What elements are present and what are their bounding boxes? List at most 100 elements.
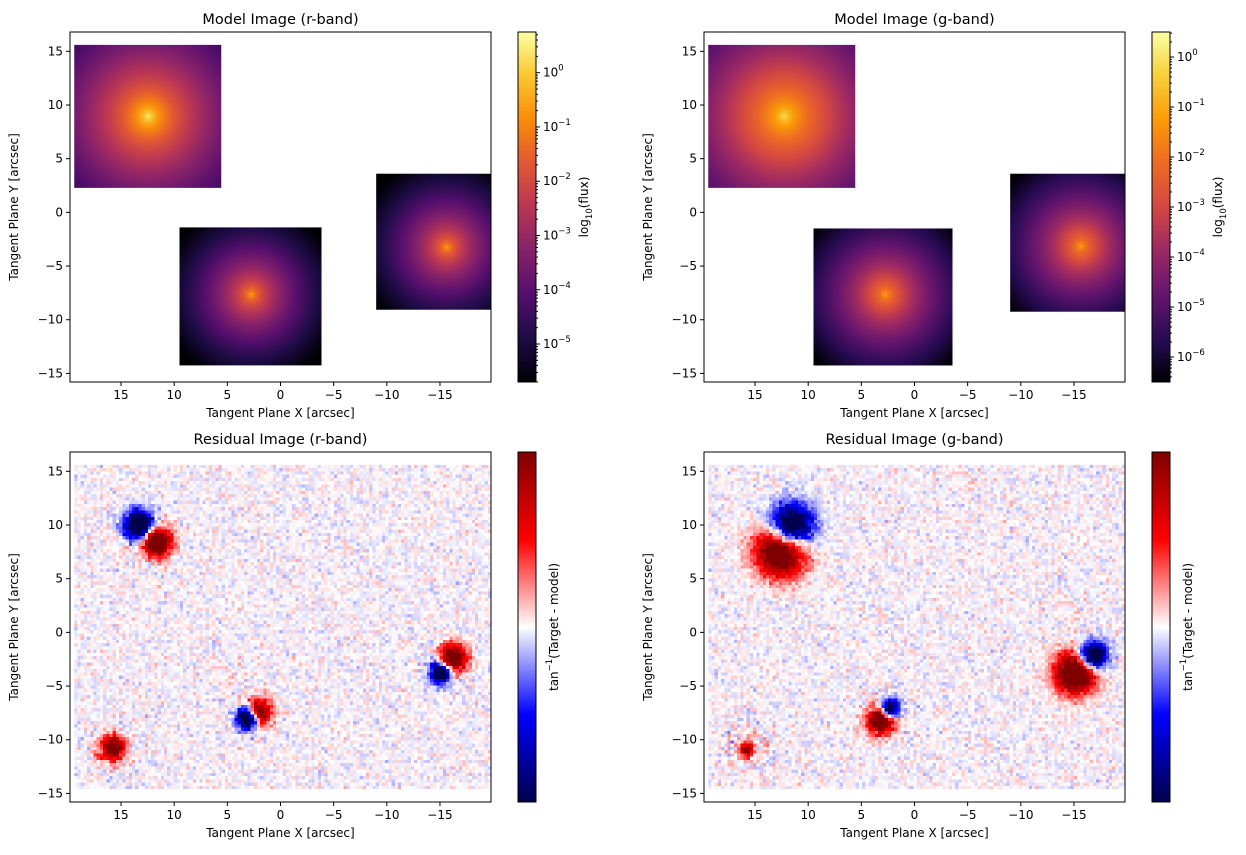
x-tick-label: −5	[959, 388, 977, 402]
x-tick-label: 15	[747, 808, 762, 822]
x-tick-label: 15	[747, 388, 762, 402]
panel-title: Model Image (g-band)	[834, 12, 994, 28]
y-tick-label: −15	[38, 786, 63, 800]
x-tick-label: 5	[224, 808, 232, 822]
x-axis-label: Tangent Plane X [arcsec]	[839, 826, 988, 840]
colorbar-frame	[517, 31, 537, 383]
y-tick-label: −5	[679, 679, 697, 693]
colorbar-label: log10(flux)	[1211, 177, 1229, 238]
y-tick-label: 5	[55, 152, 63, 166]
x-tick-label: −15	[427, 388, 452, 402]
colorbar-label: tan−1(Target - model)	[1179, 563, 1195, 691]
colorbar-tick-label: 10−5	[1177, 298, 1205, 314]
panel-4: 15 10 5 0 −5 −10 −15 15 10 5 0 −5 −10 −15 Residual Ima…	[641, 432, 1195, 840]
y-tick-label: −10	[672, 733, 697, 747]
x-tick-label: −10	[374, 388, 399, 402]
colorbar-tick-label: 10−3	[1177, 198, 1205, 214]
x-tick-label: −5	[325, 808, 343, 822]
colorbar-label: tan−1(Target - model)	[545, 563, 561, 691]
x-axis-label: Tangent Plane X [arcsec]	[205, 826, 354, 840]
y-tick-label: 5	[689, 572, 697, 586]
y-tick-label: −5	[45, 259, 63, 273]
panel-title: Model Image (r-band)	[202, 12, 358, 28]
x-tick-label: 0	[911, 808, 919, 822]
colorbar-tick-label: 100	[1177, 48, 1198, 64]
panel-2: 15 10 5 0 −5 −10 −15 15 10 5 0 −5 −10 −15 Model Image …	[641, 12, 1229, 420]
panel-3: 15 10 5 0 −5 −10 −15 15 10 5 0 −5 −10 −15 Residual Ima…	[7, 432, 561, 840]
x-tick-label: 10	[801, 808, 816, 822]
colorbar-gradient	[1152, 32, 1170, 382]
model-source-2	[179, 227, 322, 366]
y-tick-label: 10	[48, 518, 63, 532]
colorbar-tick-label: 10−2	[1177, 148, 1205, 164]
x-tick-label: 10	[167, 808, 182, 822]
colorbar-tick-label: 10−6	[1177, 348, 1205, 364]
y-axis-label: Tangent Plane Y [arcsec]	[7, 133, 21, 282]
y-tick-label: −5	[45, 679, 63, 693]
y-tick-label: 0	[55, 625, 63, 639]
colorbar-tick-label: 10−1	[543, 118, 571, 134]
colorbar-tick-label: 10−4	[543, 281, 571, 297]
x-tick-label: 0	[277, 388, 285, 402]
y-tick-label: 0	[689, 625, 697, 639]
y-tick-label: 5	[689, 152, 697, 166]
x-tick-label: 0	[277, 808, 285, 822]
colorbar-tick-label: 10−5	[543, 335, 571, 351]
y-tick-label: 10	[48, 98, 63, 112]
y-tick-label: 10	[682, 98, 697, 112]
model-source-1	[708, 44, 856, 188]
x-tick-label: 15	[113, 388, 128, 402]
colorbar: 10−5 10−4 10−3 10−2 10−1 100 log10(flux)	[517, 31, 595, 383]
model-source-3	[376, 173, 492, 310]
panel-title: Residual Image (g-band)	[825, 432, 1003, 448]
colorbar-gradient	[518, 32, 536, 382]
y-tick-label: 0	[55, 205, 63, 219]
y-tick-label: 15	[682, 464, 697, 478]
y-tick-label: −15	[672, 366, 697, 380]
colorbar-gradient	[518, 452, 536, 802]
colorbar-frame	[517, 451, 537, 803]
colorbar-tick-label: 10−3	[543, 226, 571, 242]
colorbar-tick-label: 10−2	[543, 172, 571, 188]
y-axis-label: Tangent Plane Y [arcsec]	[7, 553, 21, 702]
model-source-3	[1010, 173, 1126, 312]
residual-image	[708, 464, 1125, 790]
y-tick-label: 15	[48, 44, 63, 58]
y-tick-label: 5	[55, 572, 63, 586]
x-tick-label: −5	[959, 808, 977, 822]
y-tick-label: −10	[38, 733, 63, 747]
x-tick-label: 10	[801, 388, 816, 402]
y-tick-label: 15	[682, 44, 697, 58]
x-tick-label: −5	[325, 388, 343, 402]
x-axis-label: Tangent Plane X [arcsec]	[205, 406, 354, 420]
colorbar-label: log10(flux)	[577, 177, 595, 238]
colorbar-frame	[1151, 451, 1171, 803]
x-tick-label: −15	[427, 808, 452, 822]
colorbar-tick-label: 100	[543, 64, 564, 80]
x-tick-label: 10	[167, 388, 182, 402]
y-tick-label: −10	[38, 313, 63, 327]
colorbar: 10−6 10−5 10−4 10−3 10−2 10−1 100 log10(flux)	[1151, 31, 1229, 383]
colorbar: tan−1(Target - model)	[517, 451, 561, 803]
y-tick-label: 15	[48, 464, 63, 478]
y-tick-label: 10	[682, 518, 697, 532]
x-tick-label: −15	[1061, 388, 1086, 402]
colorbar-tick-label: 10−4	[1177, 248, 1205, 264]
y-axis-label: Tangent Plane Y [arcsec]	[641, 133, 655, 282]
panel-1: 15 10 5 0 −5 −10 −15 15 10 5 0 −5 −10 −15 Model Image …	[7, 12, 595, 420]
x-tick-label: 5	[858, 388, 866, 402]
y-axis-label: Tangent Plane Y [arcsec]	[641, 553, 655, 702]
x-tick-label: 15	[113, 808, 128, 822]
x-tick-label: 5	[858, 808, 866, 822]
y-tick-label: 0	[689, 205, 697, 219]
x-tick-label: −10	[1008, 388, 1033, 402]
model-source-1	[74, 44, 222, 188]
x-tick-label: 0	[911, 388, 919, 402]
y-tick-label: −5	[679, 259, 697, 273]
y-tick-label: −15	[38, 366, 63, 380]
colorbar: tan−1(Target - model)	[1151, 451, 1195, 803]
x-tick-label: 5	[224, 388, 232, 402]
x-tick-label: −10	[1008, 808, 1033, 822]
colorbar-tick-label: 10−1	[1177, 98, 1205, 114]
